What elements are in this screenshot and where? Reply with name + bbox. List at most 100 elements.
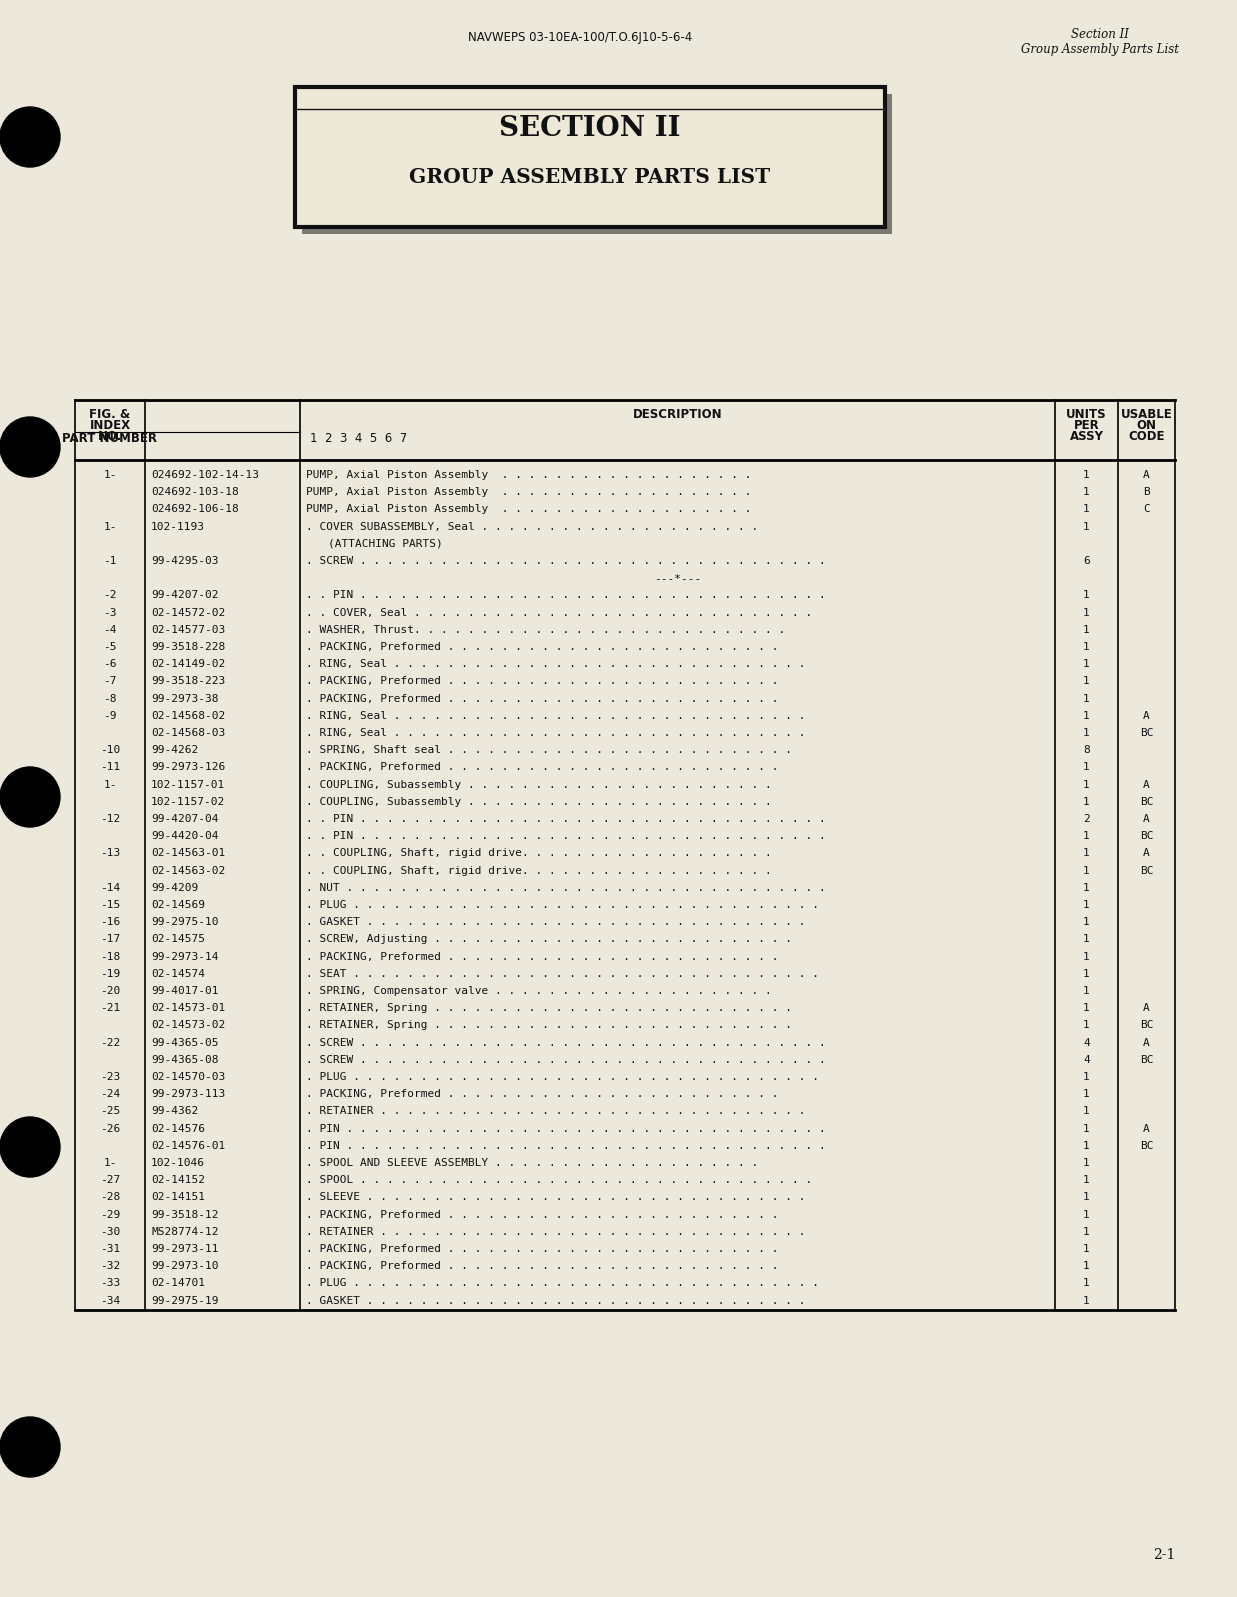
Text: 1: 1	[1084, 917, 1090, 928]
Text: 102-1193: 102-1193	[151, 522, 205, 532]
Text: 99-2973-38: 99-2973-38	[151, 693, 219, 704]
Circle shape	[0, 1417, 61, 1477]
Text: 99-4209: 99-4209	[151, 883, 198, 893]
Text: -8: -8	[103, 693, 116, 704]
Text: PUMP, Axial Piston Assembly  . . . . . . . . . . . . . . . . . . .: PUMP, Axial Piston Assembly . . . . . . …	[306, 505, 752, 514]
Text: 1: 1	[1084, 866, 1090, 875]
Text: 1: 1	[1084, 1003, 1090, 1012]
Text: 99-4365-05: 99-4365-05	[151, 1038, 219, 1048]
Text: 99-3518-223: 99-3518-223	[151, 677, 225, 687]
Text: -34: -34	[100, 1295, 120, 1306]
Text: Group Assembly Parts List: Group Assembly Parts List	[1021, 43, 1179, 56]
Text: 1: 1	[1084, 1072, 1090, 1083]
Text: -16: -16	[100, 917, 120, 928]
Text: -3: -3	[103, 607, 116, 618]
Text: FIG. &: FIG. &	[89, 407, 131, 422]
Text: 99-4262: 99-4262	[151, 746, 198, 755]
Text: SECTION II: SECTION II	[500, 115, 680, 142]
Text: 1: 1	[1084, 728, 1090, 738]
Text: . SPOOL . . . . . . . . . . . . . . . . . . . . . . . . . . . . . . . . . .: . SPOOL . . . . . . . . . . . . . . . . …	[306, 1175, 813, 1185]
Text: NAVWEPS 03-10EA-100/T.O.6J10-5-6-4: NAVWEPS 03-10EA-100/T.O.6J10-5-6-4	[468, 30, 693, 43]
Text: . SCREW . . . . . . . . . . . . . . . . . . . . . . . . . . . . . . . . . . .: . SCREW . . . . . . . . . . . . . . . . …	[306, 556, 826, 565]
Text: -14: -14	[100, 883, 120, 893]
Text: -29: -29	[100, 1209, 120, 1220]
Text: 1: 1	[1084, 848, 1090, 859]
Text: BC: BC	[1139, 797, 1153, 806]
Text: -7: -7	[103, 677, 116, 687]
Text: BC: BC	[1139, 1140, 1153, 1151]
Text: . RETAINER . . . . . . . . . . . . . . . . . . . . . . . . . . . . . . . .: . RETAINER . . . . . . . . . . . . . . .…	[306, 1107, 805, 1116]
Circle shape	[0, 767, 61, 827]
Text: . . COVER, Seal . . . . . . . . . . . . . . . . . . . . . . . . . . . . . .: . . COVER, Seal . . . . . . . . . . . . …	[306, 607, 813, 618]
Text: ON: ON	[1137, 418, 1157, 433]
Text: -17: -17	[100, 934, 120, 944]
Text: 1: 1	[1084, 607, 1090, 618]
Circle shape	[0, 107, 61, 168]
Text: . RETAINER . . . . . . . . . . . . . . . . . . . . . . . . . . . . . . . .: . RETAINER . . . . . . . . . . . . . . .…	[306, 1226, 805, 1236]
Text: -32: -32	[100, 1262, 120, 1271]
Text: 99-2973-14: 99-2973-14	[151, 952, 219, 961]
Text: 102-1157-02: 102-1157-02	[151, 797, 225, 806]
Text: 8: 8	[1084, 746, 1090, 755]
Text: -30: -30	[100, 1226, 120, 1236]
Text: 1: 1	[1084, 487, 1090, 497]
Text: -13: -13	[100, 848, 120, 859]
Text: 02-14570-03: 02-14570-03	[151, 1072, 225, 1083]
Text: MS28774-12: MS28774-12	[151, 1226, 219, 1236]
Text: . PLUG . . . . . . . . . . . . . . . . . . . . . . . . . . . . . . . . . . .: . PLUG . . . . . . . . . . . . . . . . .…	[306, 901, 819, 910]
Text: -18: -18	[100, 952, 120, 961]
Text: -4: -4	[103, 624, 116, 634]
Text: . SCREW . . . . . . . . . . . . . . . . . . . . . . . . . . . . . . . . . . .: . SCREW . . . . . . . . . . . . . . . . …	[306, 1054, 826, 1065]
Text: C: C	[1143, 505, 1150, 514]
Text: . PLUG . . . . . . . . . . . . . . . . . . . . . . . . . . . . . . . . . . .: . PLUG . . . . . . . . . . . . . . . . .…	[306, 1279, 819, 1289]
Text: 1: 1	[1084, 660, 1090, 669]
Text: . GASKET . . . . . . . . . . . . . . . . . . . . . . . . . . . . . . . . .: . GASKET . . . . . . . . . . . . . . . .…	[306, 917, 805, 928]
Text: 4: 4	[1084, 1054, 1090, 1065]
Text: A: A	[1143, 848, 1150, 859]
Text: 02-14563-02: 02-14563-02	[151, 866, 225, 875]
Text: 99-4207-02: 99-4207-02	[151, 591, 219, 600]
Text: ASSY: ASSY	[1070, 430, 1103, 442]
Text: 1: 1	[1084, 883, 1090, 893]
Text: UNITS: UNITS	[1066, 407, 1107, 422]
Text: 1: 1	[1084, 779, 1090, 789]
Text: -28: -28	[100, 1193, 120, 1203]
Text: . WASHER, Thrust. . . . . . . . . . . . . . . . . . . . . . . . . . . .: . WASHER, Thrust. . . . . . . . . . . . …	[306, 624, 785, 634]
Text: -23: -23	[100, 1072, 120, 1083]
Text: 02-14575: 02-14575	[151, 934, 205, 944]
Text: GROUP ASSEMBLY PARTS LIST: GROUP ASSEMBLY PARTS LIST	[409, 168, 771, 187]
Text: . COUPLING, Subassembly . . . . . . . . . . . . . . . . . . . . . . .: . COUPLING, Subassembly . . . . . . . . …	[306, 797, 772, 806]
Text: -19: -19	[100, 969, 120, 979]
Text: -12: -12	[100, 814, 120, 824]
Text: -11: -11	[100, 762, 120, 773]
Text: 02-14576: 02-14576	[151, 1124, 205, 1134]
Text: PUMP, Axial Piston Assembly  . . . . . . . . . . . . . . . . . . .: PUMP, Axial Piston Assembly . . . . . . …	[306, 470, 752, 481]
Text: 99-2973-126: 99-2973-126	[151, 762, 225, 773]
Text: -22: -22	[100, 1038, 120, 1048]
Text: PER: PER	[1074, 418, 1100, 433]
Text: 99-2973-113: 99-2973-113	[151, 1089, 225, 1099]
Text: 1: 1	[1084, 505, 1090, 514]
Text: 1: 1	[1084, 1107, 1090, 1116]
Text: 024692-106-18: 024692-106-18	[151, 505, 239, 514]
Text: 1-: 1-	[103, 1158, 116, 1167]
Text: . . PIN . . . . . . . . . . . . . . . . . . . . . . . . . . . . . . . . . . .: . . PIN . . . . . . . . . . . . . . . . …	[306, 814, 826, 824]
Text: -10: -10	[100, 746, 120, 755]
Text: 99-4295-03: 99-4295-03	[151, 556, 219, 565]
Text: 024692-102-14-13: 024692-102-14-13	[151, 470, 259, 481]
Text: -21: -21	[100, 1003, 120, 1012]
Text: A: A	[1143, 814, 1150, 824]
Text: . RING, Seal . . . . . . . . . . . . . . . . . . . . . . . . . . . . . . .: . RING, Seal . . . . . . . . . . . . . .…	[306, 728, 805, 738]
Text: . SPRING, Shaft seal . . . . . . . . . . . . . . . . . . . . . . . . . .: . SPRING, Shaft seal . . . . . . . . . .…	[306, 746, 792, 755]
Text: NO.: NO.	[98, 430, 122, 442]
Text: 1: 1	[1084, 1158, 1090, 1167]
Text: 102-1046: 102-1046	[151, 1158, 205, 1167]
Text: . SPRING, Compensator valve . . . . . . . . . . . . . . . . . . . . .: . SPRING, Compensator valve . . . . . . …	[306, 985, 772, 997]
Text: . PACKING, Preformed . . . . . . . . . . . . . . . . . . . . . . . . .: . PACKING, Preformed . . . . . . . . . .…	[306, 762, 778, 773]
Text: 99-3518-228: 99-3518-228	[151, 642, 225, 652]
Text: 02-14563-01: 02-14563-01	[151, 848, 225, 859]
Text: 02-14572-02: 02-14572-02	[151, 607, 225, 618]
Text: 1: 1	[1084, 470, 1090, 481]
Text: 1: 1	[1084, 830, 1090, 842]
Text: BC: BC	[1139, 830, 1153, 842]
